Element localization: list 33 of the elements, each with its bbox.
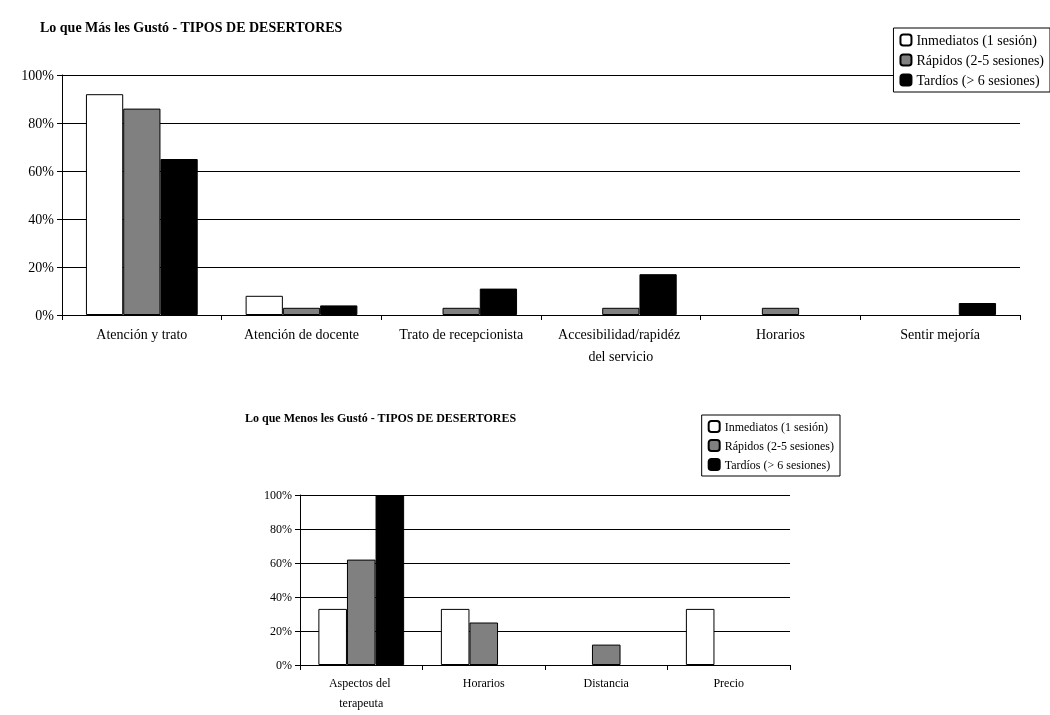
x-tick-label: Atención y trato <box>96 326 188 342</box>
y-tick-label: 100% <box>21 67 55 83</box>
bar <box>958 303 997 315</box>
y-tick-label: 80% <box>270 522 292 536</box>
y-tick-label: 100% <box>264 488 292 502</box>
y-tick-label: 60% <box>28 163 55 179</box>
legend-label: Tardíos (> 6 sesiones) <box>916 72 1040 89</box>
x-tick-label: Sentir mejoría <box>900 326 981 342</box>
x-tick-label: Aspectos del terapeuta <box>328 676 394 710</box>
x-tick-label: Accesibilidad/rapidéz del servicio <box>558 326 684 364</box>
y-tick-label: 40% <box>28 211 55 227</box>
x-tick-label: Distancia <box>583 676 630 690</box>
y-tick-label: 0% <box>35 307 55 323</box>
y-tick-label: 20% <box>28 259 55 275</box>
legend-label: Rápidos (2-5 sesiones) <box>916 52 1045 69</box>
legend-label: Tardíos (> 6 sesiones) <box>724 457 831 472</box>
legend-label: Inmediatos (1 sesión) <box>724 419 828 434</box>
x-tick-label: Precio <box>713 676 745 690</box>
y-tick-label: 0% <box>276 658 292 672</box>
x-tick-label: Atención de docente <box>243 326 360 342</box>
y-tick-label: 60% <box>270 556 292 570</box>
legend-label: Inmediatos (1 sesión) <box>916 32 1038 49</box>
y-tick-label: 80% <box>28 115 55 131</box>
x-tick-label: Horarios <box>462 676 506 690</box>
y-tick-label: 20% <box>270 624 292 638</box>
x-tick-label: Horarios <box>756 326 805 342</box>
x-tick-label: Trato de recepcionista <box>399 326 524 342</box>
bar <box>591 644 621 665</box>
chart-title: Lo que Más les Gustó - TIPOS DE DESERTORES <box>40 19 343 35</box>
y-tick-label: 40% <box>270 590 292 604</box>
chart-title: Lo que Menos les Gustó - TIPOS DE DESERTORES <box>245 411 517 425</box>
bar <box>761 307 800 315</box>
legend-label: Rápidos (2-5 sesiones) <box>724 438 835 453</box>
